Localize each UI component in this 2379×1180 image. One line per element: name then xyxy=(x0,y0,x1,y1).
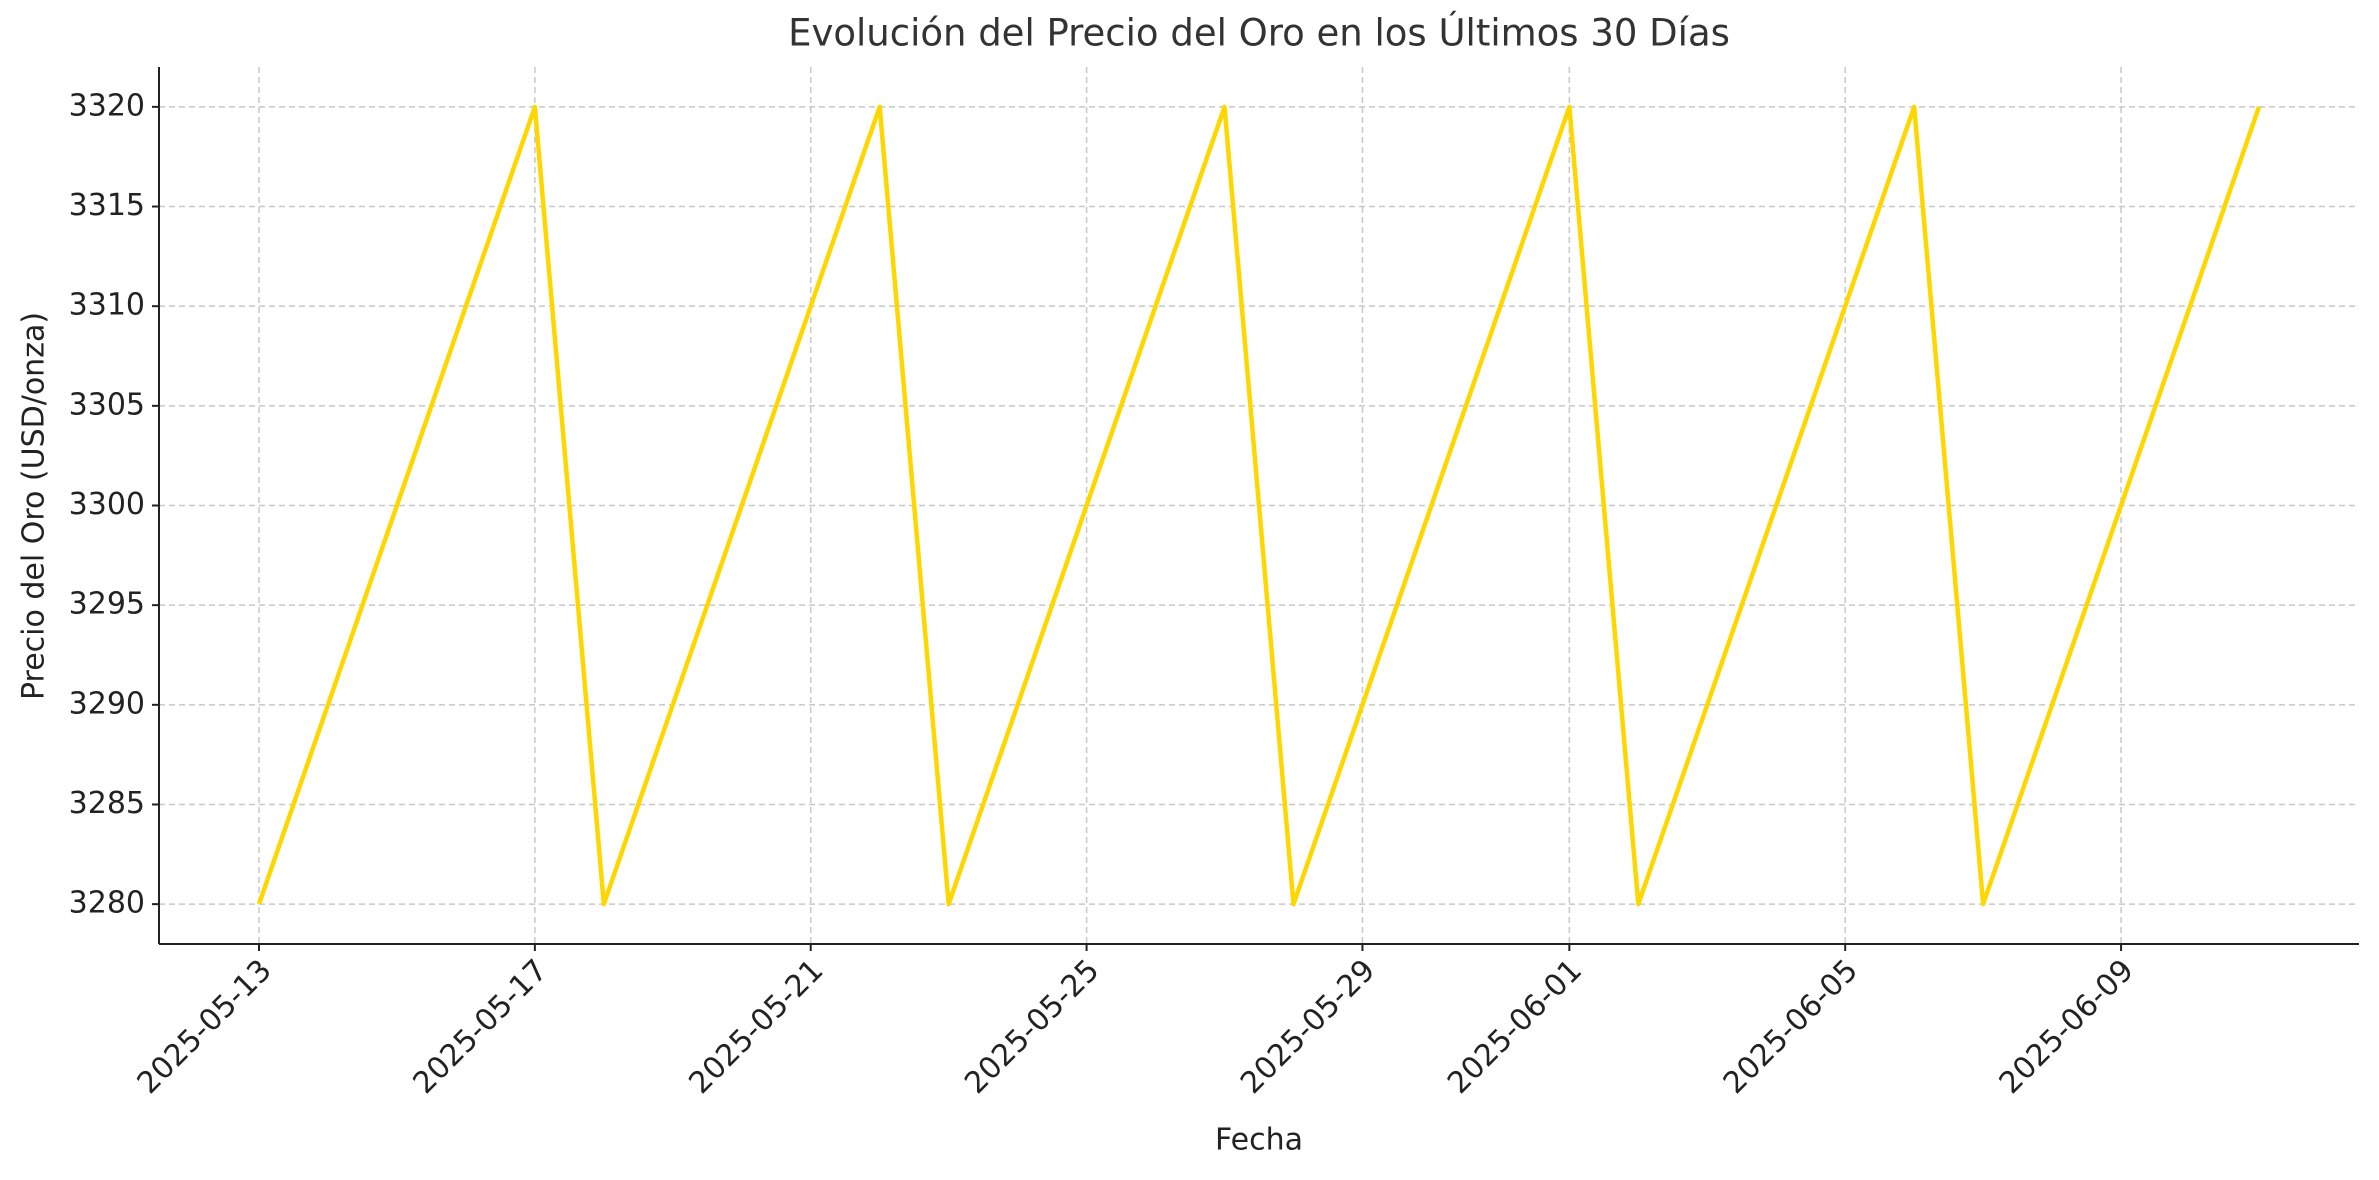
x-axis-label: Fecha xyxy=(1215,1123,1303,1158)
y-tick-label: 3295 xyxy=(69,587,145,622)
x-tick-label: 2025-06-05 xyxy=(1717,953,1865,1101)
line-series xyxy=(256,104,2262,907)
x-tick-label: 2025-05-17 xyxy=(406,953,554,1101)
y-tick-label: 3320 xyxy=(69,88,145,123)
y-tick-label: 3305 xyxy=(69,387,145,422)
y-tick-label: 3300 xyxy=(69,487,145,522)
chart-title: Evolución del Precio del Oro en los Últi… xyxy=(788,11,1730,55)
y-axis-label: Precio del Oro (USD/onza) xyxy=(17,312,52,700)
y-tick-label: 3285 xyxy=(69,786,145,821)
x-tick-label: 2025-06-09 xyxy=(1993,953,2141,1101)
y-tick-label: 3280 xyxy=(69,886,145,921)
x-tick-label: 2025-05-25 xyxy=(958,953,1106,1101)
y-tick-label: 3310 xyxy=(69,288,145,323)
y-tick-label: 3290 xyxy=(69,686,145,721)
x-tick-label: 2025-06-01 xyxy=(1441,953,1589,1101)
x-tick-label: 2025-05-13 xyxy=(131,953,279,1101)
x-tick-label: 2025-05-21 xyxy=(682,953,830,1101)
y-tick-label: 3315 xyxy=(69,188,145,223)
x-tick-label: 2025-05-29 xyxy=(1234,953,1382,1101)
